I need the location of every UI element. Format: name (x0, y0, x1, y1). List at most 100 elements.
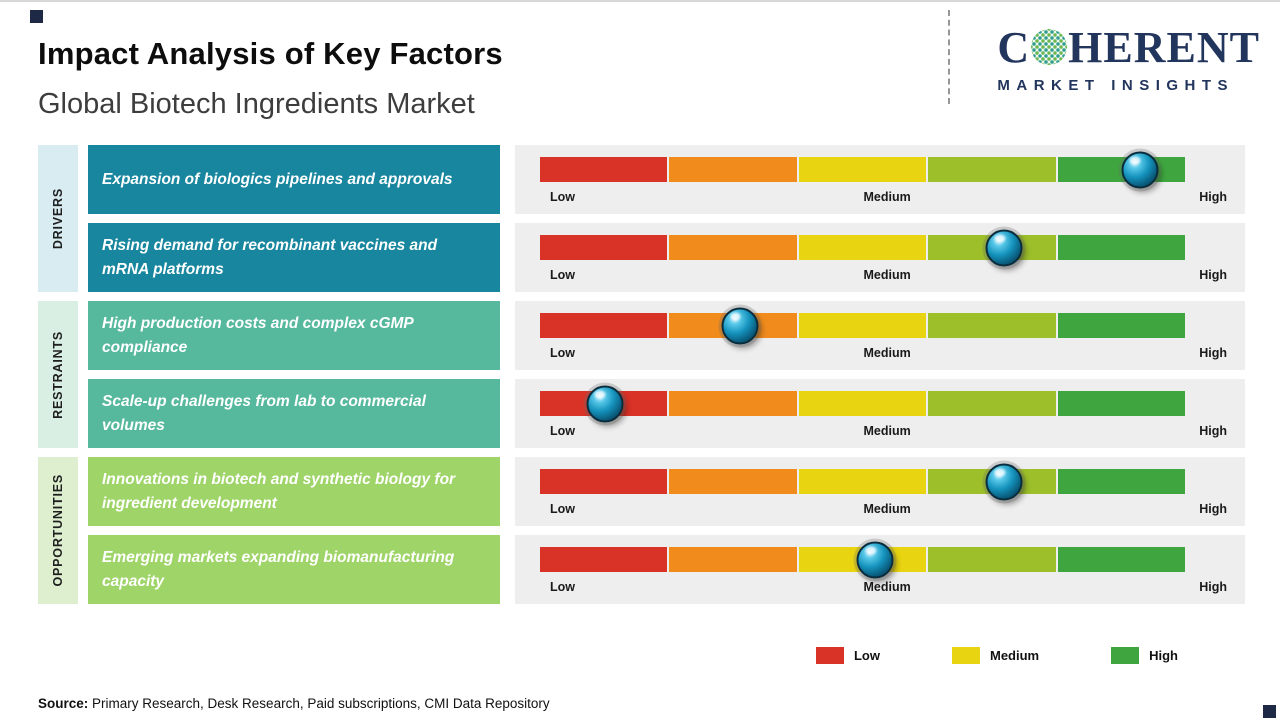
scale-medium: Medium (863, 268, 911, 282)
brand-letter-c: C (997, 23, 1031, 72)
scale-high: High (1199, 268, 1227, 282)
factor-card: Expansion of biologics pipelines and app… (88, 145, 500, 214)
impact-bar-row: Low Medium High (515, 457, 1245, 526)
factor-label: Emerging markets expanding biomanufactur… (102, 549, 455, 590)
factor-label: High production costs and complex cGMP c… (102, 315, 414, 356)
scale-medium: Medium (863, 424, 911, 438)
brand-tagline: MARKET INSIGHTS (997, 77, 1235, 94)
segment-low (540, 469, 668, 494)
source-note: Source: Primary Research, Desk Research,… (38, 696, 550, 711)
segment-medium-high (928, 547, 1056, 572)
impact-marker (721, 307, 759, 344)
category-drivers-label: DRIVERS (51, 187, 65, 250)
brand-letters-rest: HERENT (1068, 23, 1260, 72)
segment-high (1057, 547, 1186, 572)
legend-item-medium: Medium (951, 647, 1040, 664)
scale-high: High (1199, 424, 1227, 438)
scale-labels: Low Medium High (550, 502, 1227, 516)
segment-medium (798, 235, 927, 260)
impact-marker (985, 463, 1023, 500)
segment-low (540, 547, 668, 572)
impact-bar-row: Low Medium High (515, 535, 1245, 604)
legend-swatch-medium (951, 647, 980, 664)
segment-low-medium (669, 469, 797, 494)
impact-track (540, 151, 1186, 188)
scale-high: High (1199, 502, 1227, 516)
category-restraints-label: RESTRAINTS (51, 330, 65, 419)
legend: Low Medium High (815, 647, 1178, 664)
category-drivers: DRIVERS (38, 145, 78, 292)
page-subtitle: Global Biotech Ingredients Market (38, 88, 475, 120)
scale-labels: Low Medium High (550, 580, 1227, 594)
segment-high (1057, 235, 1186, 260)
logo-separator (948, 10, 950, 104)
scale-low: Low (550, 580, 575, 594)
segment-low (540, 157, 668, 182)
impact-bar-row: Low Medium High (515, 223, 1245, 292)
factor-card: High production costs and complex cGMP c… (88, 301, 500, 370)
scale-low: Low (550, 268, 575, 282)
segment-medium-high (928, 157, 1056, 182)
impact-bar-row: Low Medium High (515, 379, 1245, 448)
scale-labels: Low Medium High (550, 346, 1227, 360)
impact-marker (586, 385, 623, 422)
impact-bar-row: Low Medium High (515, 145, 1245, 214)
scale-medium: Medium (863, 346, 911, 360)
impact-track (540, 463, 1186, 500)
scale-low: Low (550, 190, 575, 204)
segment-low (540, 313, 668, 338)
scale-high: High (1199, 346, 1227, 360)
segment-medium-high (928, 313, 1056, 338)
scale-labels: Low Medium High (550, 190, 1227, 204)
legend-swatch-low (815, 647, 844, 664)
page-title: Impact Analysis of Key Factors (38, 36, 503, 71)
legend-label-high: High (1149, 648, 1178, 663)
scale-high: High (1199, 190, 1227, 204)
factor-label: Expansion of biologics pipelines and app… (102, 170, 453, 188)
impact-marker (1121, 151, 1159, 188)
segment-medium (798, 469, 927, 494)
scale-medium: Medium (863, 502, 911, 516)
legend-swatch-high (1111, 647, 1140, 664)
factor-card: Scale-up challenges from lab to commerci… (88, 379, 500, 448)
category-restraints: RESTRAINTS (38, 301, 78, 448)
scale-labels: Low Medium High (550, 424, 1227, 438)
scale-medium: Medium (863, 190, 911, 204)
category-opportunities-label: OPPORTUNITIES (51, 474, 65, 587)
impact-bar-row: Low Medium High (515, 301, 1245, 370)
factor-label: Innovations in biotech and synthetic bio… (102, 471, 456, 512)
factor-card: Emerging markets expanding biomanufactur… (88, 535, 500, 604)
scale-medium: Medium (863, 580, 911, 594)
category-opportunities: OPPORTUNITIES (38, 457, 78, 604)
legend-label-low: Low (853, 648, 880, 663)
factor-card: Innovations in biotech and synthetic bio… (88, 457, 500, 526)
segment-low-medium (669, 547, 797, 572)
scale-low: Low (550, 424, 575, 438)
factor-label: Scale-up challenges from lab to commerci… (102, 393, 426, 434)
globe-icon (1031, 29, 1068, 65)
corner-accent-top-left (30, 10, 43, 23)
scale-low: Low (550, 346, 575, 360)
impact-analysis-grid: DRIVERS RESTRAINTS OPPORTUNITIES Expansi… (38, 145, 1245, 604)
scale-low: Low (550, 502, 575, 516)
segment-medium-high (928, 391, 1056, 416)
scale-high: High (1199, 580, 1227, 594)
legend-label-medium: Medium (989, 648, 1040, 663)
source-text: Primary Research, Desk Research, Paid su… (88, 696, 550, 711)
segment-low-medium (669, 391, 797, 416)
segment-low-medium (669, 157, 797, 182)
segment-low (540, 235, 668, 260)
impact-track (540, 541, 1186, 578)
impact-marker (856, 541, 894, 578)
impact-track (540, 229, 1186, 266)
segment-low-medium (669, 235, 797, 260)
corner-accent-bottom-right (1263, 705, 1276, 718)
impact-marker (985, 229, 1023, 266)
impact-track (540, 385, 1186, 422)
segment-high (1057, 313, 1186, 338)
segment-medium (798, 313, 927, 338)
segment-medium (798, 157, 927, 182)
segment-high (1057, 469, 1186, 494)
brand-logo: C HERENT MARKET INSIGHTS (997, 23, 1260, 95)
